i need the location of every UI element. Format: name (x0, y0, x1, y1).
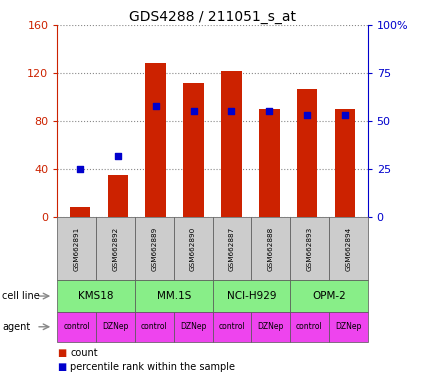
Text: NCI-H929: NCI-H929 (227, 291, 276, 301)
Text: GDS4288 / 211051_s_at: GDS4288 / 211051_s_at (129, 10, 296, 23)
Text: control: control (218, 322, 245, 331)
Point (152, 103, 159, 109)
Text: GSM662890: GSM662890 (190, 227, 196, 271)
Point (266, 108, 273, 114)
Bar (70, 207, 91, 217)
Text: control: control (141, 322, 168, 331)
Point (114, 152, 121, 159)
Point (190, 108, 197, 114)
Text: DZNep: DZNep (102, 322, 129, 331)
Text: GSM662894: GSM662894 (345, 227, 351, 271)
Text: ■: ■ (57, 362, 67, 372)
Text: GSM662889: GSM662889 (151, 227, 157, 271)
Point (228, 108, 235, 114)
Text: KMS18: KMS18 (78, 291, 114, 301)
Point (76, 166, 83, 172)
Text: MM.1S: MM.1S (156, 291, 191, 301)
Text: GSM662892: GSM662892 (113, 227, 119, 271)
Bar (183, 83, 204, 217)
Text: control: control (63, 322, 90, 331)
Text: agent: agent (2, 322, 30, 332)
Text: GSM662891: GSM662891 (74, 227, 80, 271)
Bar (259, 109, 280, 217)
Bar (297, 89, 317, 217)
Text: GSM662893: GSM662893 (306, 227, 312, 271)
Bar (145, 63, 166, 217)
Text: cell line: cell line (2, 291, 40, 301)
Text: OPM-2: OPM-2 (312, 291, 346, 301)
Text: DZNep: DZNep (180, 322, 206, 331)
Text: DZNep: DZNep (258, 322, 284, 331)
Text: DZNep: DZNep (335, 322, 361, 331)
Text: control: control (296, 322, 323, 331)
Text: ■: ■ (57, 348, 67, 358)
Bar (334, 109, 355, 217)
Bar (221, 71, 242, 217)
Text: percentile rank within the sample: percentile rank within the sample (70, 362, 235, 372)
Text: GSM662888: GSM662888 (268, 227, 274, 271)
Text: count: count (70, 348, 98, 358)
Point (342, 112, 348, 118)
Text: GSM662887: GSM662887 (229, 227, 235, 271)
Bar (108, 175, 128, 217)
Point (304, 112, 311, 118)
